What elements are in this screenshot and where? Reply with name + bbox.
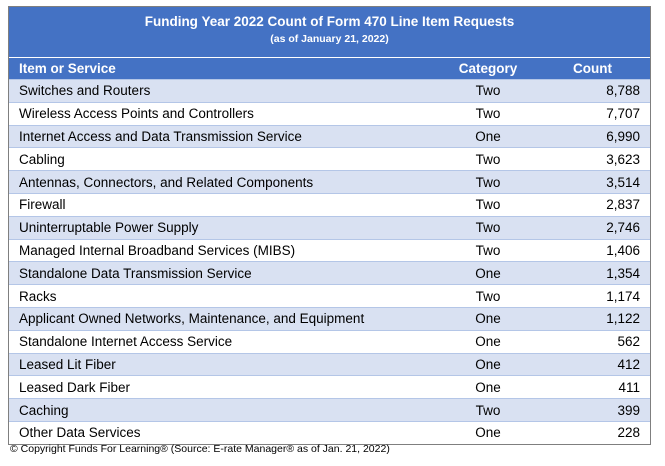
row-item: Internet Access and Data Transmission Se… bbox=[9, 124, 433, 148]
row-item: Wireless Access Points and Controllers bbox=[9, 101, 433, 126]
table-row: Wireless Access Points and Controllers Tw… bbox=[9, 101, 650, 126]
row-count: 3,514 bbox=[543, 170, 650, 194]
row-category: One bbox=[433, 375, 543, 399]
table-row: Internet Access and Data Transmission Se… bbox=[9, 124, 650, 148]
row-category: One bbox=[433, 420, 543, 444]
row-count: 2,837 bbox=[543, 192, 650, 217]
row-category: Two bbox=[433, 215, 543, 240]
row-category: One bbox=[433, 306, 543, 331]
row-count: 7,707 bbox=[543, 101, 650, 126]
row-category: Two bbox=[433, 238, 543, 262]
table-row: Other Data Services One 228 bbox=[9, 420, 650, 444]
form-470-table: Funding Year 2022 Count of Form 470 Line… bbox=[8, 6, 651, 445]
row-count: 8,788 bbox=[543, 79, 650, 103]
row-category: Two bbox=[433, 284, 543, 308]
row-count: 411 bbox=[543, 375, 650, 399]
table-row: Caching Two 399 bbox=[9, 398, 650, 422]
table-title: Funding Year 2022 Count of Form 470 Line… bbox=[144, 14, 515, 29]
table-row: Leased Lit Fiber One 412 bbox=[9, 352, 650, 376]
row-item: Standalone Internet Access Service bbox=[9, 329, 433, 354]
table-row: Cabling Two 3,623 bbox=[9, 147, 650, 171]
table-row: Antennas, Connectors, and Related Compon… bbox=[9, 170, 650, 194]
row-count: 1,406 bbox=[543, 238, 650, 262]
row-count: 6,990 bbox=[543, 124, 650, 148]
table-row: Switches and Routers Two 8,788 bbox=[9, 79, 650, 103]
row-category: Two bbox=[433, 79, 543, 103]
row-item: Antennas, Connectors, and Related Compon… bbox=[9, 170, 433, 194]
header-row: Item or Service Category Count bbox=[9, 58, 650, 80]
row-item: Leased Dark Fiber bbox=[9, 375, 433, 399]
row-count: 228 bbox=[543, 420, 650, 444]
row-item: Switches and Routers bbox=[9, 79, 433, 103]
table-row: Leased Dark Fiber One 411 bbox=[9, 375, 650, 399]
table-row: Uninterruptable Power Supply Two 2,746 bbox=[9, 215, 650, 240]
row-item: Firewall bbox=[9, 192, 433, 217]
row-category: Two bbox=[433, 170, 543, 194]
line-item-table: Item or Service Category Count Switches … bbox=[9, 58, 650, 444]
table-row: Firewall Two 2,837 bbox=[9, 192, 650, 217]
row-count: 399 bbox=[543, 398, 650, 422]
table-subtitle: (as of January 21, 2022) bbox=[270, 33, 389, 45]
row-category: Two bbox=[433, 101, 543, 126]
row-item: Cabling bbox=[9, 147, 433, 171]
row-count: 1,174 bbox=[543, 284, 650, 308]
row-item: Leased Lit Fiber bbox=[9, 352, 433, 376]
table-title-block: Funding Year 2022 Count of Form 470 Line… bbox=[9, 7, 650, 58]
row-category: Two bbox=[433, 192, 543, 217]
row-item: Standalone Data Transmission Service bbox=[9, 261, 433, 285]
table-row: Managed Internal Broadband Services (MIB… bbox=[9, 238, 650, 262]
table-row: Racks Two 1,174 bbox=[9, 284, 650, 308]
row-category: Two bbox=[433, 398, 543, 422]
row-item: Other Data Services bbox=[9, 420, 433, 444]
row-category: One bbox=[433, 352, 543, 376]
row-item: Managed Internal Broadband Services (MIB… bbox=[9, 238, 433, 262]
row-category: One bbox=[433, 329, 543, 354]
table-row: Standalone Data Transmission Service One 1… bbox=[9, 261, 650, 285]
row-category: One bbox=[433, 261, 543, 285]
row-count: 1,122 bbox=[543, 306, 650, 331]
row-item: Applicant Owned Networks, Maintenance, a… bbox=[9, 306, 433, 331]
row-count: 2,746 bbox=[543, 215, 650, 240]
header-item: Item or Service bbox=[9, 58, 433, 80]
copyright-footer: © Copyright Funds For Learning® (Source:… bbox=[10, 443, 390, 455]
header-category: Category bbox=[433, 58, 543, 80]
row-item: Uninterruptable Power Supply bbox=[9, 215, 433, 240]
table-body: Switches and Routers Two 8,788 Wireless Acc… bbox=[9, 79, 650, 444]
row-item: Caching bbox=[9, 398, 433, 422]
row-count: 1,354 bbox=[543, 261, 650, 285]
row-category: Two bbox=[433, 147, 543, 171]
header-count: Count bbox=[543, 58, 650, 80]
row-count: 3,623 bbox=[543, 147, 650, 171]
row-count: 412 bbox=[543, 352, 650, 376]
row-category: One bbox=[433, 124, 543, 148]
row-item: Racks bbox=[9, 284, 433, 308]
table-row: Applicant Owned Networks, Maintenance, a… bbox=[9, 306, 650, 331]
table-row: Standalone Internet Access Service One 562 bbox=[9, 329, 650, 354]
row-count: 562 bbox=[543, 329, 650, 354]
